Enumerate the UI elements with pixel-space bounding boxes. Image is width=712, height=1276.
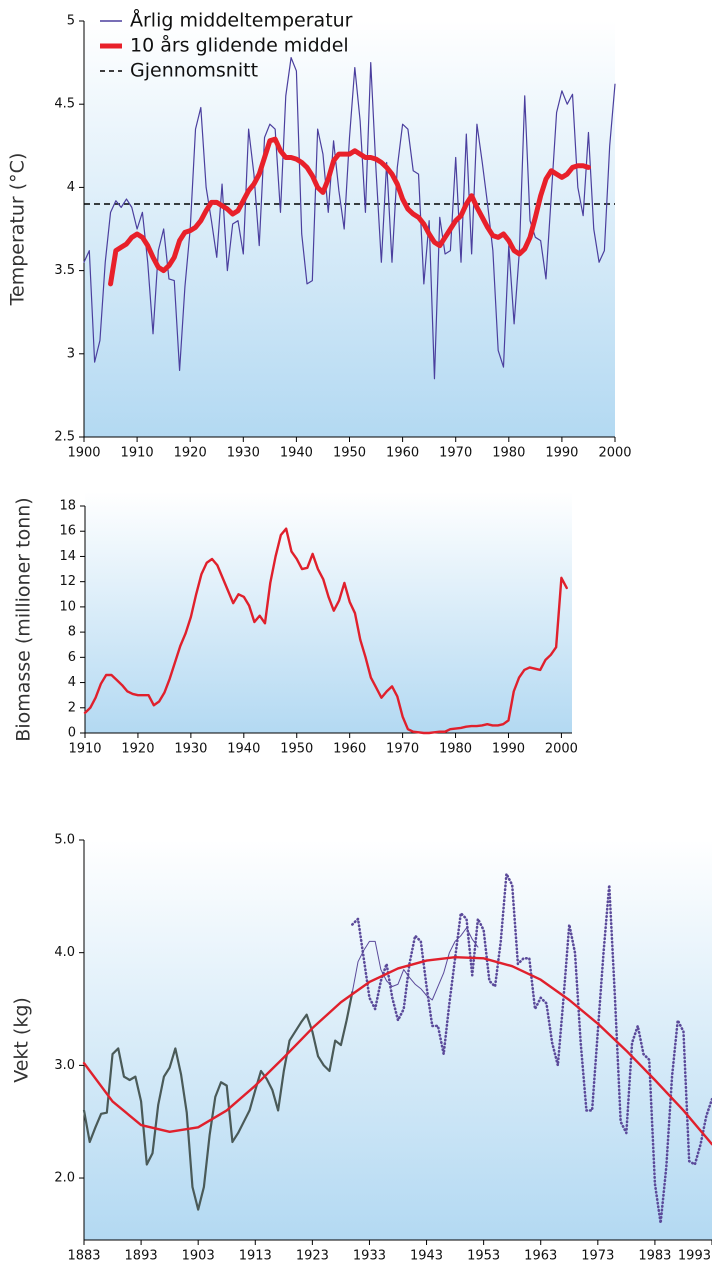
legend-label: Gjennomsnitt: [130, 60, 258, 82]
y-tick-label: 16: [59, 524, 76, 539]
series-line: [108, 136, 591, 287]
x-tick-label: 1930: [174, 742, 207, 757]
x-tick-label: 1930: [227, 446, 260, 461]
y-tick-label: 3.5: [54, 263, 75, 278]
series-line: [82, 955, 712, 1146]
x-tick-label: 1903: [182, 1249, 215, 1264]
x-tick-label: 1913: [239, 1249, 272, 1264]
y-tick-label: 14: [59, 549, 76, 564]
y-tick-label: 18: [59, 499, 76, 514]
x-tick-label: 1920: [121, 742, 154, 757]
x-tick-label: 1910: [121, 446, 154, 461]
plot-background: [84, 840, 712, 1240]
x-tick-label: 1993: [678, 1249, 711, 1264]
y-tick-label: 5.0: [54, 833, 75, 848]
y-tick-label: 5: [67, 14, 75, 29]
x-tick-label: 1940: [280, 446, 313, 461]
x-tick-label: 1960: [386, 446, 419, 461]
y-tick-label: 4.0: [54, 945, 75, 960]
x-tick-label: 1943: [410, 1249, 443, 1264]
legend-label: Årlig middeltemperatur: [130, 9, 353, 32]
y-tick-label: 10: [59, 599, 76, 614]
series-line: [83, 527, 568, 735]
x-tick-label: 1990: [545, 446, 578, 461]
series-line: [351, 872, 712, 1225]
legend-label: 10 års glidende middel: [130, 34, 349, 57]
x-tick-label: 1970: [439, 446, 472, 461]
series-line: [82, 991, 354, 1211]
y-tick-label: 6: [68, 650, 76, 665]
x-tick-label: 1953: [467, 1249, 500, 1264]
y-tick-label: 0: [68, 726, 76, 741]
x-tick-label: 1990: [492, 742, 525, 757]
x-tick-label: 2000: [598, 446, 631, 461]
x-tick-label: 1970: [386, 742, 419, 757]
x-tick-label: 1920: [174, 446, 207, 461]
y-tick-label: 2: [68, 700, 76, 715]
x-tick-label: 1940: [227, 742, 260, 757]
x-tick-label: 1973: [581, 1249, 614, 1264]
x-tick-label: 1950: [333, 446, 366, 461]
y-tick-label: 4: [67, 180, 75, 195]
y-tick-label: 4: [68, 675, 76, 690]
x-tick-label: 1893: [125, 1249, 158, 1264]
x-tick-label: 1980: [439, 742, 472, 757]
y-tick-label: 2.0: [54, 1171, 75, 1186]
x-tick-label: 1963: [524, 1249, 557, 1264]
y-axis-label: Temperatur (°C): [7, 153, 29, 307]
y-axis-label: Vekt (kg): [11, 997, 33, 1083]
y-tick-label: 12: [59, 574, 76, 589]
x-tick-label: 1983: [638, 1249, 671, 1264]
x-tick-label: 1900: [67, 446, 100, 461]
x-tick-label: 1960: [333, 742, 366, 757]
x-tick-label: 1933: [353, 1249, 386, 1264]
plot-background: [84, 21, 615, 437]
x-tick-label: 1910: [68, 742, 101, 757]
x-tick-label: 2000: [545, 742, 578, 757]
y-tick-label: 8: [68, 625, 76, 640]
x-tick-label: 1980: [492, 446, 525, 461]
y-tick-label: 2.5: [54, 430, 75, 445]
x-tick-label: 1883: [67, 1249, 100, 1264]
y-tick-label: 3.0: [54, 1058, 75, 1073]
series-line: [83, 57, 616, 380]
x-tick-label: 1923: [296, 1249, 329, 1264]
y-tick-label: 4.5: [54, 97, 75, 112]
y-axis-label: Biomasse (millioner tonn): [13, 497, 35, 741]
plot-background: [85, 492, 572, 733]
y-tick-label: 3: [67, 346, 75, 361]
x-tick-label: 1950: [280, 742, 313, 757]
